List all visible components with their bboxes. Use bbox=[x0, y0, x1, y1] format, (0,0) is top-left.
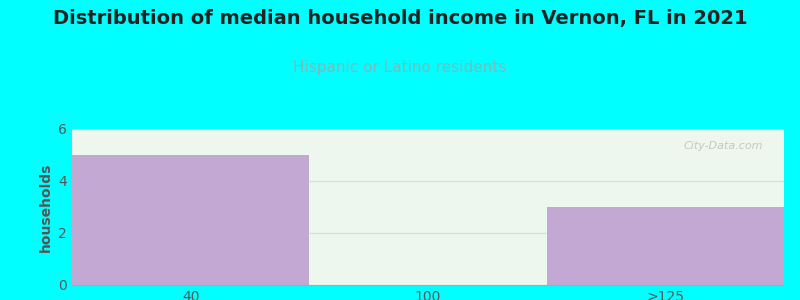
Text: City-Data.com: City-Data.com bbox=[683, 142, 762, 152]
Y-axis label: households: households bbox=[38, 162, 53, 252]
Text: Distribution of median household income in Vernon, FL in 2021: Distribution of median household income … bbox=[53, 9, 747, 28]
Bar bbox=[72, 155, 310, 285]
Bar bbox=[546, 207, 784, 285]
Text: Hispanic or Latino residents: Hispanic or Latino residents bbox=[294, 60, 506, 75]
